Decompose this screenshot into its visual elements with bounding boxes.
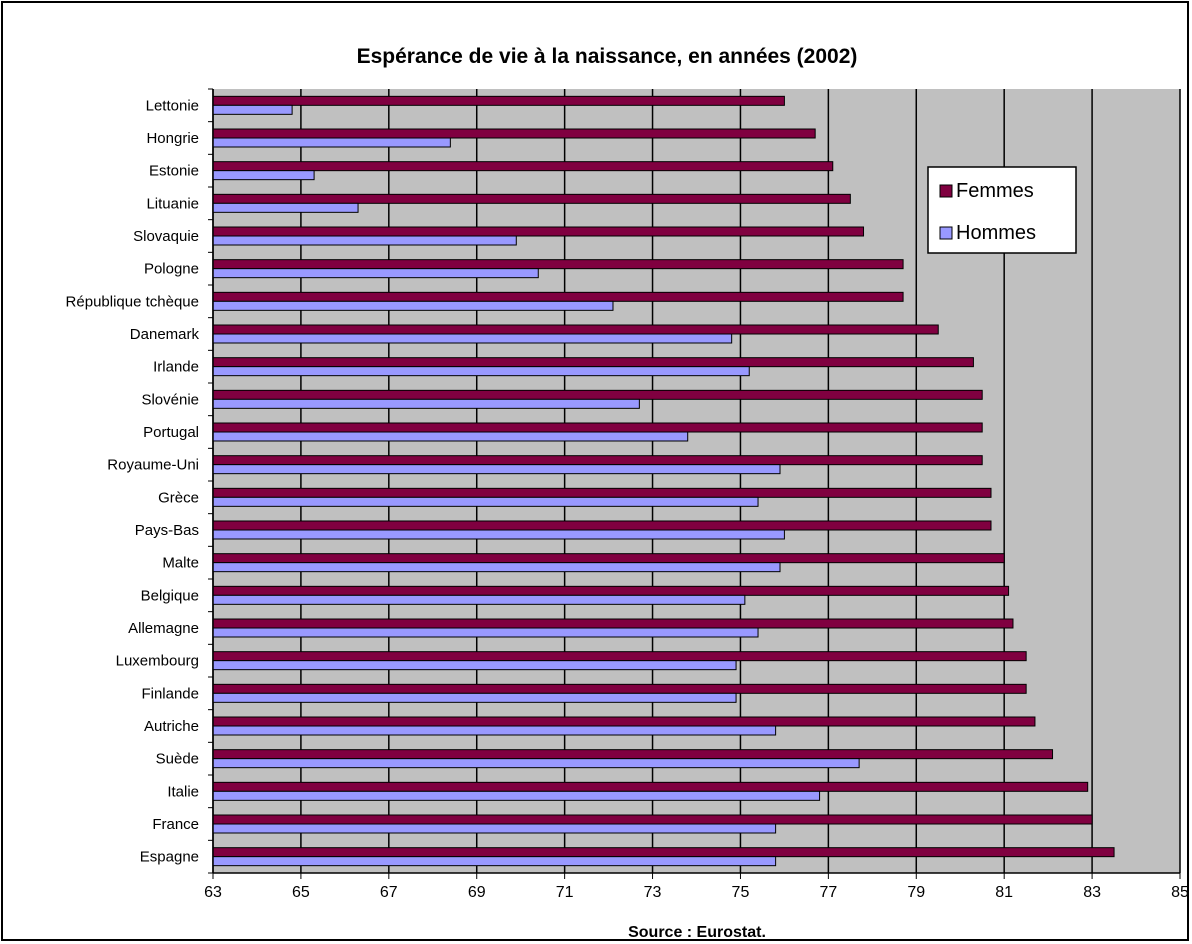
bar-femmes-7 xyxy=(212,324,939,335)
bar-hommes-2 xyxy=(212,170,315,181)
bar-femmes-17 xyxy=(212,651,1027,662)
bar-hommes-22 xyxy=(212,823,777,834)
category-label: Slovaquie xyxy=(133,228,199,245)
bar-hommes-5 xyxy=(212,268,539,279)
bar-hommes-11 xyxy=(212,464,781,475)
x-tick-label: 81 xyxy=(995,884,1013,901)
bar-femmes-21 xyxy=(212,781,1089,792)
bar-femmes-6 xyxy=(212,291,904,302)
bar-femmes-1 xyxy=(212,128,816,139)
bar-femmes-16 xyxy=(212,618,1014,629)
bar-hommes-3 xyxy=(212,202,359,213)
category-labels: Lettonie Hongrie Estonie Lituanie Slovaquie P… xyxy=(66,97,200,865)
bar-femmes-11 xyxy=(212,455,983,466)
category-label: République tchèque xyxy=(66,293,199,310)
category-label: Danemark xyxy=(130,326,200,343)
bar-femmes-14 xyxy=(212,553,1005,564)
legend: Femmes Hommes xyxy=(927,166,1077,254)
bar-femmes-20 xyxy=(212,749,1054,760)
legend-swatch-hommes xyxy=(939,226,953,240)
category-label: Malte xyxy=(162,555,199,572)
bar-hommes-4 xyxy=(212,235,517,246)
bar-hommes-17 xyxy=(212,660,737,671)
category-label: Irlande xyxy=(153,359,199,376)
bar-femmes-3 xyxy=(212,193,851,204)
chart-title: Espérance de vie à la naissance, en anné… xyxy=(357,45,858,68)
bar-hommes-12 xyxy=(212,496,759,507)
bar-hommes-18 xyxy=(212,692,737,703)
x-tick-label: 71 xyxy=(556,884,574,901)
category-label: Italie xyxy=(167,783,199,800)
bar-femmes-8 xyxy=(212,357,974,368)
axes xyxy=(208,88,1181,879)
bar-hommes-0 xyxy=(212,104,293,115)
category-label: Pays-Bas xyxy=(135,522,199,539)
bar-femmes-18 xyxy=(212,683,1027,694)
x-tick-label: 69 xyxy=(468,884,486,901)
x-tick-label: 65 xyxy=(292,884,310,901)
legend-box xyxy=(927,166,1077,254)
bars xyxy=(212,95,1115,867)
bar-hommes-16 xyxy=(212,627,759,638)
x-tick-label: 63 xyxy=(204,884,222,901)
x-axis-label: Source : Eurostat. xyxy=(628,924,766,941)
category-label: Autriche xyxy=(144,718,199,735)
bar-femmes-19 xyxy=(212,716,1036,727)
bar-hommes-9 xyxy=(212,398,640,409)
category-label: Suède xyxy=(156,751,199,768)
bar-femmes-9 xyxy=(212,389,983,400)
bar-femmes-0 xyxy=(212,95,785,106)
category-label: Espagne xyxy=(140,849,199,866)
x-tick-label: 83 xyxy=(1083,884,1101,901)
bar-femmes-4 xyxy=(212,226,865,237)
x-tick-label: 85 xyxy=(1171,884,1189,901)
bar-hommes-21 xyxy=(212,790,821,801)
x-tick-label: 77 xyxy=(819,884,837,901)
category-label: Lituanie xyxy=(146,195,199,212)
bar-hommes-15 xyxy=(212,594,746,605)
category-label: Estonie xyxy=(149,163,199,180)
category-label: Portugal xyxy=(143,424,199,441)
legend-swatch-femmes xyxy=(939,184,953,198)
category-label: Slovénie xyxy=(141,391,199,408)
x-tick-label: 73 xyxy=(644,884,662,901)
tick-labels: 63 65 67 69 71 73 75 77 79 81 83 85 xyxy=(204,884,1189,901)
bar-femmes-5 xyxy=(212,259,904,270)
category-label: Finlande xyxy=(141,685,199,702)
legend-label-femmes: Femmes xyxy=(956,180,1034,202)
bar-hommes-19 xyxy=(212,725,777,736)
bar-femmes-15 xyxy=(212,585,1010,596)
bar-chart: Espérance de vie à la naissance, en anné… xyxy=(66,45,1189,941)
category-label: Grèce xyxy=(158,489,199,506)
bar-femmes-2 xyxy=(212,161,834,172)
category-label: Pologne xyxy=(144,261,199,278)
bar-femmes-22 xyxy=(212,814,1093,825)
bar-femmes-23 xyxy=(212,847,1115,858)
bar-femmes-13 xyxy=(212,520,992,531)
bar-hommes-6 xyxy=(212,300,614,311)
category-label: Luxembourg xyxy=(116,653,199,670)
bar-hommes-14 xyxy=(212,562,781,573)
bar-hommes-10 xyxy=(212,431,689,442)
category-label: Belgique xyxy=(141,587,199,604)
bar-femmes-10 xyxy=(212,422,983,433)
category-label: Lettonie xyxy=(146,97,199,114)
category-label: Royaume-Uni xyxy=(107,457,199,474)
gridlines xyxy=(212,89,1181,873)
bar-hommes-23 xyxy=(212,856,777,867)
bar-femmes-12 xyxy=(212,487,992,498)
bar-hommes-20 xyxy=(212,758,860,769)
x-tick-label: 75 xyxy=(732,884,750,901)
bar-hommes-7 xyxy=(212,333,733,344)
bar-hommes-1 xyxy=(212,137,451,148)
bar-hommes-8 xyxy=(212,366,750,377)
bar-hommes-13 xyxy=(212,529,785,540)
legend-label-hommes: Hommes xyxy=(956,222,1036,244)
category-label: Allemagne xyxy=(128,620,199,637)
category-label: Hongrie xyxy=(146,130,199,147)
category-label: France xyxy=(152,816,199,833)
x-tick-label: 67 xyxy=(380,884,398,901)
x-tick-label: 79 xyxy=(907,884,925,901)
